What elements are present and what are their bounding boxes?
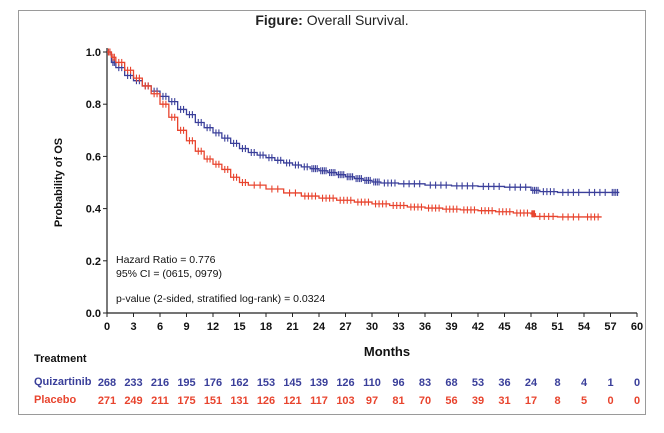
x-tick-label: 9 (183, 321, 189, 333)
risk-value-quizartinib: 1 (607, 377, 613, 389)
risk-value-quizartinib: 153 (257, 377, 275, 389)
risk-value-quizartinib: 145 (283, 377, 301, 389)
x-tick-label: 42 (472, 321, 484, 333)
risk-value-quizartinib: 110 (363, 377, 381, 389)
risk-value-placebo: 117 (310, 395, 328, 407)
risk-value-quizartinib: 36 (498, 377, 510, 389)
x-tick-label: 33 (392, 321, 404, 333)
risk-value-placebo: 249 (124, 395, 142, 407)
x-tick-label: 21 (286, 321, 298, 333)
x-tick-label: 12 (207, 321, 219, 333)
risk-value-placebo: 0 (607, 395, 613, 407)
risk-value-placebo: 97 (366, 395, 378, 407)
x-tick-label: 24 (313, 321, 326, 333)
x-tick-label: 45 (498, 321, 510, 333)
risk-value-placebo: 121 (283, 395, 301, 407)
y-tick-label: 0.6 (86, 151, 101, 163)
risk-value-quizartinib: 233 (124, 377, 142, 389)
x-tick-label: 51 (551, 321, 563, 333)
x-axis-label: Months (364, 344, 410, 359)
x-tick-label: 3 (130, 321, 136, 333)
risk-value-placebo: 70 (419, 395, 431, 407)
risk-value-quizartinib: 139 (310, 377, 328, 389)
risk-value-quizartinib: 24 (525, 377, 538, 389)
x-tick-label: 36 (419, 321, 431, 333)
risk-value-quizartinib: 68 (445, 377, 457, 389)
risk-value-placebo: 131 (230, 395, 248, 407)
risk-row-label-quizartinib: Quizartinib (34, 376, 92, 388)
risk-value-placebo: 17 (525, 395, 537, 407)
risk-value-placebo: 0 (634, 395, 640, 407)
risk-value-quizartinib: 83 (419, 377, 431, 389)
y-tick-label: 0.0 (86, 308, 101, 320)
risk-value-placebo: 126 (257, 395, 275, 407)
annotation-ci: 95% CI = (0615, 0979) (116, 268, 222, 280)
x-tick-label: 27 (339, 321, 351, 333)
x-tick-label: 54 (578, 321, 591, 333)
risk-value-placebo: 8 (554, 395, 560, 407)
annotation-hazard-ratio: Hazard Ratio = 0.776 (116, 254, 216, 266)
risk-table-title: Treatment (34, 353, 87, 365)
x-tick-label: 18 (260, 321, 272, 333)
y-axis-label: Probability of OS (53, 138, 65, 227)
risk-value-quizartinib: 0 (634, 377, 640, 389)
risk-row-label-placebo: Placebo (34, 394, 77, 406)
series-line-quizartinib (107, 51, 620, 194)
x-tick-label: 30 (366, 321, 378, 333)
y-tick-label: 0.8 (86, 99, 101, 111)
risk-value-placebo: 103 (336, 395, 354, 407)
x-tick-label: 48 (525, 321, 537, 333)
risk-value-quizartinib: 126 (336, 377, 354, 389)
risk-value-placebo: 56 (445, 395, 457, 407)
risk-value-quizartinib: 4 (581, 377, 588, 389)
figure-title: Figure: Overall Survival. (255, 12, 409, 28)
x-tick-label: 6 (157, 321, 163, 333)
risk-value-quizartinib: 268 (98, 377, 116, 389)
risk-value-placebo: 211 (151, 395, 169, 407)
x-tick-label: 57 (604, 321, 616, 333)
risk-value-placebo: 175 (177, 395, 195, 407)
series-line-placebo (107, 51, 602, 218)
y-tick-label: 0.4 (86, 204, 102, 216)
x-tick-label: 39 (445, 321, 457, 333)
risk-value-placebo: 39 (472, 395, 484, 407)
risk-value-quizartinib: 176 (204, 377, 222, 389)
risk-value-quizartinib: 53 (472, 377, 484, 389)
figure-frame (18, 10, 646, 415)
risk-value-quizartinib: 195 (177, 377, 195, 389)
risk-value-placebo: 271 (98, 395, 116, 407)
risk-value-quizartinib: 162 (230, 377, 248, 389)
y-tick-label: 0.2 (86, 256, 101, 268)
risk-value-placebo: 151 (204, 395, 222, 407)
x-tick-label: 60 (631, 321, 643, 333)
annotation-p-value: p-value (2-sided, stratified log-rank) =… (116, 293, 325, 305)
x-tick-label: 15 (233, 321, 245, 333)
x-tick-label: 0 (104, 321, 110, 333)
risk-value-placebo: 31 (498, 395, 510, 407)
y-tick-label: 1.0 (86, 47, 101, 59)
risk-value-placebo: 81 (392, 395, 404, 407)
risk-value-quizartinib: 8 (554, 377, 560, 389)
risk-value-placebo: 5 (581, 395, 587, 407)
risk-value-quizartinib: 216 (151, 377, 169, 389)
risk-value-quizartinib: 96 (392, 377, 404, 389)
